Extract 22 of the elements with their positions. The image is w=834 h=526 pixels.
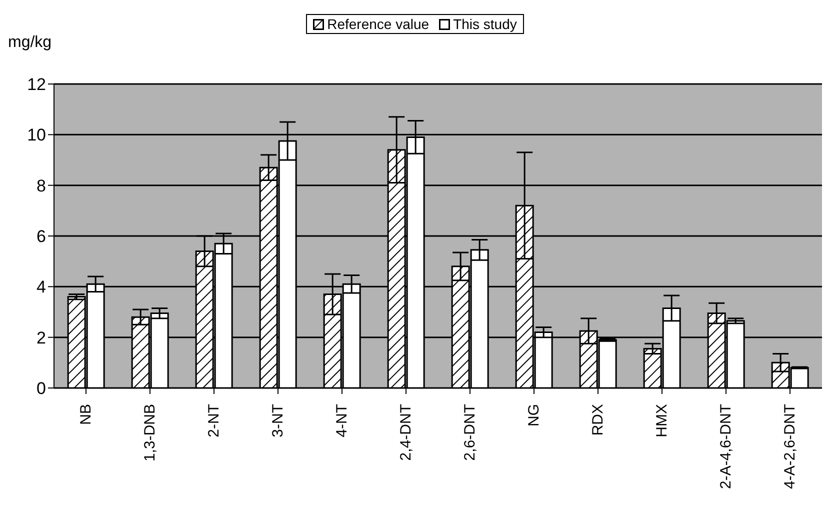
y-tick-label: 0 [36, 379, 46, 398]
y-tick-label: 6 [36, 227, 46, 246]
x-tick-label: 2,6-DNT [462, 404, 478, 461]
y-tick-label: 10 [27, 126, 46, 145]
x-tick-label: 1,3-DNB [142, 404, 158, 462]
legend-label: Reference value [327, 16, 430, 32]
legend-label: This study [453, 16, 517, 32]
y-tick-label: 4 [36, 278, 46, 297]
x-tick-label: RDX [590, 404, 606, 436]
x-tick-label: 4-NT [334, 404, 350, 438]
x-tick-label: 2,4-DNT [398, 404, 414, 461]
x-tick-label: NB [78, 404, 94, 425]
x-tick-label: HMX [654, 404, 670, 438]
x-tick-label: NG [526, 404, 542, 426]
x-tick-label: 2-A-4,6-DNT [718, 404, 734, 490]
y-tick-label: 8 [36, 176, 46, 196]
x-tick-label: 4-A-2,6-DNT [782, 404, 798, 490]
y-tick-label: 12 [27, 75, 46, 94]
y-tick-label: 2 [36, 328, 46, 348]
x-tick-label: 2-NT [206, 404, 222, 438]
y-axis-title: mg/kg [8, 34, 52, 52]
x-tick-label: 3-NT [270, 404, 286, 438]
